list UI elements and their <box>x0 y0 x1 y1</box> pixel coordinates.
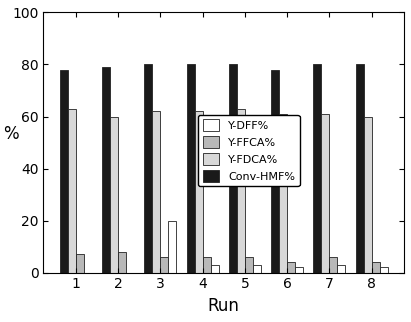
Bar <box>372 262 380 273</box>
Bar <box>187 64 194 273</box>
Bar <box>211 265 219 273</box>
Bar <box>380 268 388 273</box>
Bar <box>68 109 76 273</box>
Bar <box>203 257 211 273</box>
Bar <box>329 257 337 273</box>
Bar <box>279 114 287 273</box>
X-axis label: Run: Run <box>208 297 240 315</box>
Bar <box>160 257 169 273</box>
Bar <box>110 117 118 273</box>
Bar <box>194 111 203 273</box>
Bar <box>364 117 372 273</box>
Bar <box>118 252 126 273</box>
Bar <box>356 64 364 273</box>
Bar <box>321 114 329 273</box>
Bar <box>271 70 279 273</box>
Bar <box>152 111 160 273</box>
Y-axis label: %: % <box>3 125 19 143</box>
Bar <box>245 257 253 273</box>
Legend: Y-DFF%, Y-FFCA%, Y-FDCA%, Conv-HMF%: Y-DFF%, Y-FFCA%, Y-FDCA%, Conv-HMF% <box>198 115 300 186</box>
Bar <box>253 265 261 273</box>
Bar <box>144 64 152 273</box>
Bar <box>76 254 84 273</box>
Bar <box>295 268 303 273</box>
Bar <box>102 67 110 273</box>
Bar <box>169 221 176 273</box>
Bar <box>337 265 345 273</box>
Bar <box>287 262 295 273</box>
Bar <box>229 64 237 273</box>
Bar <box>313 64 321 273</box>
Bar <box>237 109 245 273</box>
Bar <box>60 70 68 273</box>
